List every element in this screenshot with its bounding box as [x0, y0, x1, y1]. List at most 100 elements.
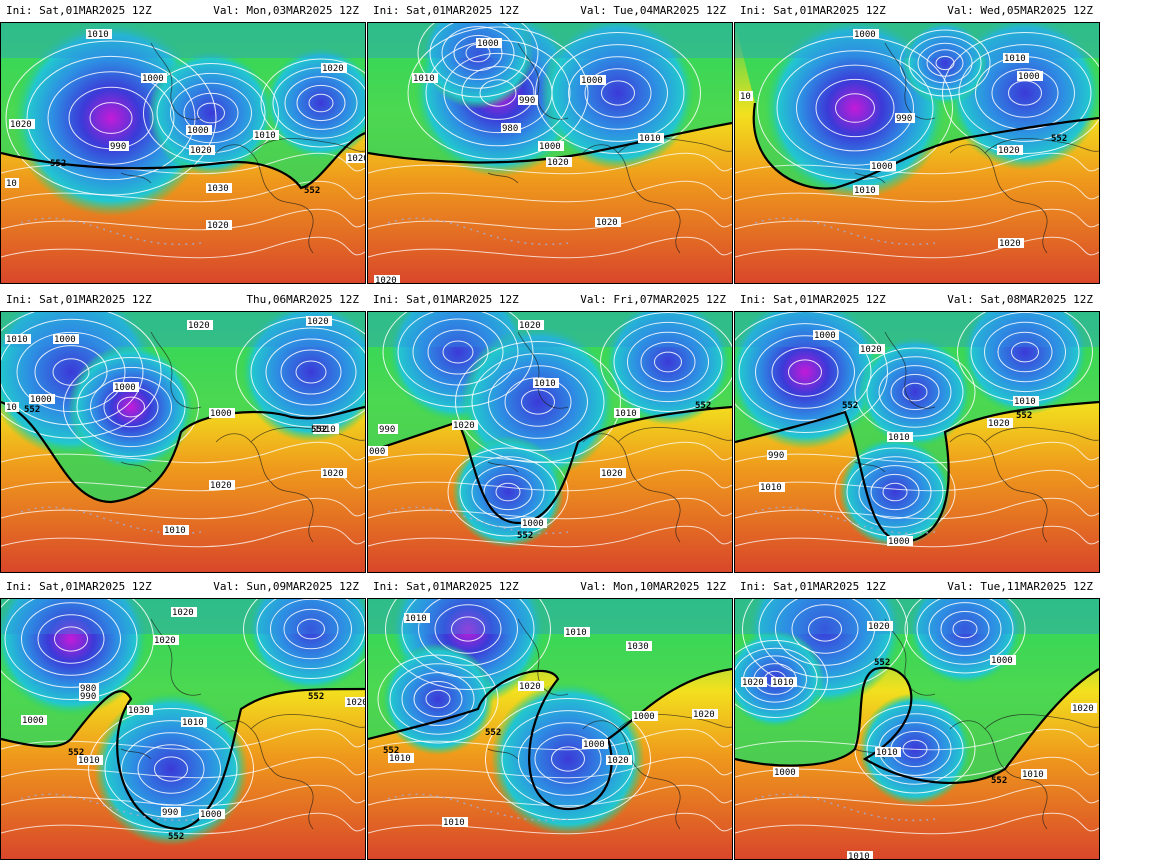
- isobar-label: 990: [768, 451, 784, 461]
- isobar-label-bg: [771, 677, 797, 687]
- panel-header: Ini: Sat,01MAR2025 12Z Val: Mon,10MAR202…: [367, 576, 734, 596]
- isobar: [917, 42, 973, 84]
- isobar: [250, 327, 365, 417]
- isobar: [878, 365, 952, 419]
- dotted-contour: [20, 217, 202, 245]
- isobar: [117, 396, 145, 418]
- isobar: [368, 728, 732, 751]
- isobar: [137, 744, 205, 794]
- isobar-label-bg: [321, 468, 347, 478]
- isobar-label: 1000: [814, 331, 836, 341]
- isobar-label: 1010: [6, 335, 28, 345]
- low-pressure-area: [422, 23, 534, 109]
- weather-map: 1010 1010 1020 1030 552 552 1000 1010 1020 1020 10…: [367, 598, 733, 860]
- isobar: [368, 756, 732, 779]
- isobar-label-bg: [374, 275, 400, 283]
- isobar: [984, 321, 1066, 383]
- isobar: [385, 599, 551, 690]
- isobar-label: 1010: [760, 483, 782, 493]
- init-time: Ini: Sat,01MAR2025 12Z: [373, 580, 519, 593]
- isobar-label: 1010: [314, 425, 336, 435]
- isobar: [501, 710, 635, 808]
- dotted-contour: [20, 793, 202, 821]
- isobar-label: 1000: [210, 409, 232, 419]
- isobar-label: 1000: [871, 162, 893, 172]
- isobar-label-bg: [206, 220, 232, 230]
- geopotential-label: 552: [1051, 134, 1067, 144]
- isobar: [755, 335, 855, 409]
- isobar-label: 1010: [389, 754, 411, 764]
- isobar: [1, 469, 365, 492]
- isobar: [121, 732, 221, 806]
- low-pressure-area: [491, 682, 645, 836]
- isobar: [791, 604, 859, 654]
- isobar-label: 1010: [854, 186, 876, 196]
- isobar: [389, 663, 487, 735]
- isobar: [1, 236, 365, 259]
- isobar-label-bg: [113, 382, 139, 392]
- isobar: [197, 102, 225, 124]
- isobar-label-bg: [582, 739, 608, 749]
- isobar-label-bg: [171, 607, 197, 617]
- map-canvas: 1000 1010 1000 990 552 1020 1000 1010 1020 10: [735, 23, 1099, 283]
- isobar-label: 1010: [772, 678, 794, 688]
- isobar-label-bg: [580, 75, 606, 85]
- geopotential-label: 552: [168, 832, 184, 842]
- isobar-label: 1020: [347, 154, 365, 164]
- isobar-label: 1010: [164, 526, 186, 536]
- isobar: [835, 93, 875, 123]
- forecast-panel-5: Ini: Sat,01MAR2025 12Z Val: Fri,07MAR202…: [367, 289, 734, 574]
- isobar-label-bg: [538, 141, 564, 151]
- isobar-label: 1010: [1014, 397, 1036, 407]
- isobar: [89, 102, 133, 134]
- isobar: [534, 734, 602, 784]
- isobar-label-bg: [442, 817, 468, 827]
- low-pressure-area: [148, 50, 274, 176]
- isobar-label-bg: [141, 73, 167, 83]
- forecast-panel-4: Ini: Sat,01MAR2025 12Z Thu,06MAR2025 12Z…: [0, 289, 367, 574]
- valid-time: Val: Sat,08MAR2025 12Z: [947, 293, 1093, 306]
- isobar: [735, 152, 1099, 175]
- isobar-label-bg: [501, 123, 521, 133]
- low-pressure-area: [248, 599, 365, 692]
- weather-map: 1000 1010 1000 990 552 1020 1000 1010 1020 10: [734, 22, 1100, 284]
- polar-air-band: [735, 312, 1099, 347]
- isobar: [88, 708, 254, 830]
- isobar-label-bg: [5, 402, 19, 412]
- init-time: Ini: Sat,01MAR2025 12Z: [6, 4, 152, 17]
- isobar-label: 1020: [10, 120, 32, 130]
- polar-air-band: [1, 23, 365, 58]
- isobar: [846, 456, 944, 528]
- isobar: [427, 329, 489, 375]
- weather-map: 1000 1010 990 980 1000 1010 1000 1020 1020 1020: [367, 22, 733, 284]
- isobar: [37, 614, 105, 664]
- isobar: [26, 55, 196, 181]
- isobar-label-bg: [533, 378, 559, 388]
- isobar-label: 1000: [477, 39, 499, 49]
- isobar-label-bg: [313, 424, 339, 434]
- isobar-label-bg: [632, 711, 658, 721]
- isobar: [952, 619, 978, 639]
- isobar-label-bg: [1003, 53, 1029, 63]
- isobar-label: 1010: [876, 748, 898, 758]
- isobar: [377, 654, 499, 744]
- isobar-label: 990: [519, 96, 535, 106]
- isobar-label-bg: [109, 141, 129, 151]
- isobar: [600, 312, 732, 412]
- isobar: [735, 525, 1099, 548]
- isobar-label-bg: [199, 809, 225, 819]
- init-time: Ini: Sat,01MAR2025 12Z: [6, 580, 152, 593]
- isobar: [154, 756, 188, 782]
- geopotential-label: 552: [517, 531, 533, 541]
- isobar-label: 1010: [639, 134, 661, 144]
- isobar: [34, 345, 108, 399]
- isobar: [5, 40, 217, 196]
- isobar: [899, 29, 991, 97]
- isobar: [926, 49, 964, 77]
- isobar: [808, 616, 842, 642]
- isobar-label: 1010: [888, 433, 910, 443]
- isobar: [908, 36, 982, 90]
- isobar-label-bg: [518, 95, 538, 105]
- isobar-label-bg: [77, 755, 103, 765]
